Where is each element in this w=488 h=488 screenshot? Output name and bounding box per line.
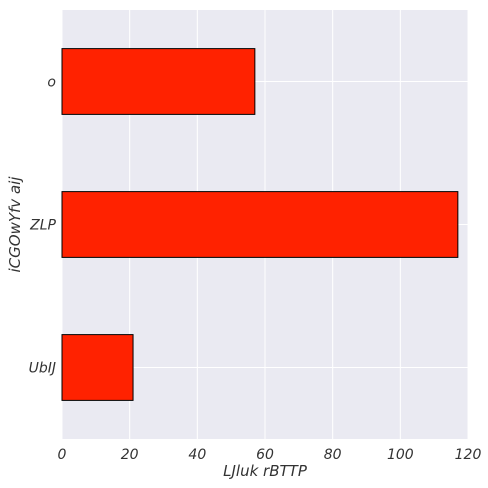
x-tick-label: 40 [188, 447, 206, 463]
y-axis-label: iCGOwYfv aij [6, 176, 24, 273]
y-tick-labels: UbIJ ZLP o [29, 75, 57, 377]
x-tick-label: 80 [324, 447, 342, 463]
y-tick-label: UbIJ [29, 361, 56, 377]
bar-o [61, 48, 256, 115]
y-tick-label: ZLP [29, 218, 56, 234]
bar-zlp [61, 191, 459, 258]
x-tick-label: 120 [455, 447, 482, 463]
bar-ubij [61, 334, 134, 401]
x-tick-label: 100 [387, 447, 414, 463]
y-tick-label: o [47, 75, 56, 91]
x-tick-label: 20 [121, 447, 139, 463]
x-axis-label: LJluk rBTTP [223, 462, 308, 480]
x-tick-label: 0 [58, 447, 67, 463]
x-tick-label: 60 [256, 447, 274, 463]
bars [61, 48, 459, 401]
x-tick-labels: 0 20 40 60 80 100 120 [58, 447, 482, 463]
